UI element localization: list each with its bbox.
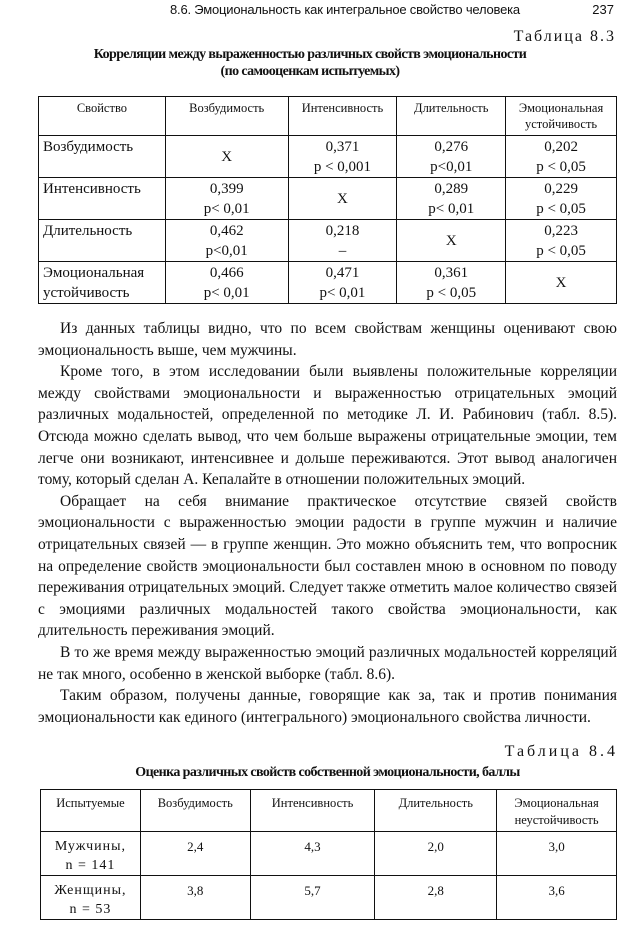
group-name: Женщины, <box>54 883 127 899</box>
row-header: Женщины, n = 53 <box>40 875 141 921</box>
table-cell: 0,471 p< 0,01 <box>287 261 398 304</box>
column-header: Эмоциональная устойчивость <box>505 96 617 136</box>
significance-value: p< 0,01 <box>203 201 250 217</box>
row-header: Возбудимость <box>38 135 166 178</box>
diagonal-mark: X <box>221 149 233 165</box>
table-row: Мужчины, n = 141 2,4 4,3 2,0 3,0 <box>40 831 617 877</box>
table-8-4-caption: Оценка различных свойств собственной эмо… <box>135 765 520 781</box>
table-cell: X <box>287 177 398 220</box>
table-cell: 0,462 p<0,01 <box>164 219 289 262</box>
table-8-3-label: Таблица 8.3 <box>513 28 616 45</box>
table-cell: 0,276 p<0,01 <box>396 135 507 178</box>
table-row: Интенсивность 0,399 p< 0,01 X 0,289 p< 0,01 0,… <box>38 177 617 220</box>
diagonal-mark: X <box>337 191 348 207</box>
table-cell: 3,8 <box>139 875 251 921</box>
significance-value: p< 0,01 <box>319 285 366 301</box>
table-8-3-caption-2: (по самооценкам испытуемых) <box>220 64 400 79</box>
table-header-row: Свойство Возбудимость Интенсивность Длит… <box>38 96 617 136</box>
significance-value: p < 0,05 <box>426 285 477 301</box>
table-cell: 4,3 <box>249 831 376 877</box>
diagonal-mark: X <box>445 233 457 249</box>
correlation-value: 0,462 <box>209 223 244 239</box>
table-cell: 0,361 p < 0,05 <box>396 261 507 304</box>
table-header-row: Испытуемые Возбудимость Интенсивность Дл… <box>40 789 617 833</box>
table-cell: 0,399 p< 0,01 <box>164 177 289 220</box>
table-cell: 3,6 <box>496 875 617 921</box>
paragraph: Обращает на себя внимание практическое о… <box>38 492 617 640</box>
running-header: 8.6. Эмоциональность как интегральное св… <box>0 2 620 20</box>
column-header: Интенсивность <box>287 96 398 136</box>
lower-section: Из данных таблицы видно, что по всем сво… <box>38 318 617 940</box>
correlation-value: 0,399 <box>209 181 244 197</box>
correlation-value: 0,471 <box>325 265 360 281</box>
running-title: 8.6. Эмоциональность как интегральное св… <box>170 2 520 17</box>
table-cell: 2,8 <box>374 875 498 921</box>
table-cell: X <box>164 135 289 178</box>
column-header: Длительность <box>396 96 507 136</box>
column-header: Свойство <box>38 96 166 136</box>
correlation-value: 0,202 <box>544 139 578 155</box>
table-cell: 5,7 <box>249 875 376 921</box>
table-cell: 3,0 <box>496 831 617 877</box>
correlation-value: 0,223 <box>544 223 578 239</box>
table-cell: X <box>505 261 617 304</box>
significance-value: p<0,01 <box>205 243 248 259</box>
significance-value: p< 0,01 <box>203 285 250 301</box>
group-name: Мужчины, <box>54 839 126 855</box>
significance-value: – <box>338 243 347 259</box>
column-header: Эмоциональная неустойчивость <box>496 789 617 833</box>
paragraph: В то же время между выраженностью эмоций… <box>38 643 617 683</box>
table-cell: 0,202 p < 0,05 <box>505 135 617 178</box>
table-cell: 0,229 p < 0,05 <box>505 177 617 220</box>
table-row: Эмоциональная устойчивость 0,466 p< 0,01 0,… <box>38 261 617 304</box>
table-row: Длительность 0,462 p<0,01 0,218 – X 0,223 p < 0… <box>38 219 617 262</box>
paragraph: Таким образом, получены данные, говорящи… <box>38 687 617 726</box>
row-header: Эмоциональная устойчивость <box>38 261 166 304</box>
correlation-value: 0,361 <box>434 265 469 281</box>
correlation-value: 0,289 <box>434 181 469 197</box>
correlation-table: Свойство Возбудимость Интенсивность Длит… <box>38 96 617 304</box>
column-header: Возбудимость <box>139 789 251 833</box>
correlation-value: 0,371 <box>325 139 360 155</box>
body-text: Из данных таблицы видно, что по всем сво… <box>38 318 617 728</box>
paragraph: Из данных таблицы видно, что по всем сво… <box>38 320 617 359</box>
table-cell: X <box>396 219 507 262</box>
significance-value: p < 0,001 <box>313 159 372 175</box>
table-8-4-label: Таблица 8.4 <box>504 743 618 761</box>
significance-value: p<0,01 <box>430 159 473 175</box>
table-cell: 2,4 <box>139 831 251 877</box>
correlation-value: 0,466 <box>209 265 244 281</box>
correlation-value: 0,276 <box>434 139 469 155</box>
significance-value: p < 0,05 <box>536 243 586 259</box>
row-header: Интенсивность <box>38 177 166 220</box>
row-header: Длительность <box>38 219 166 262</box>
group-size: n = 141 <box>65 858 116 874</box>
significance-value: p < 0,05 <box>536 159 586 175</box>
table-cell: 2,0 <box>374 831 498 877</box>
table-cell: 0,371 p < 0,001 <box>287 135 398 178</box>
column-header: Интенсивность <box>249 789 376 833</box>
page-number: 237 <box>592 2 614 17</box>
correlation-value: 0,229 <box>544 181 578 197</box>
table-cell: 0,218 – <box>287 219 398 262</box>
significance-value: p< 0,01 <box>428 201 475 217</box>
column-header: Возбудимость <box>164 96 289 136</box>
column-header: Длительность <box>374 789 498 833</box>
diagonal-mark: X <box>555 275 567 291</box>
table-row: Возбудимость X 0,371 p < 0,001 0,276 p<0,01 0,… <box>38 135 617 178</box>
table-cell: 0,466 p< 0,01 <box>164 261 289 304</box>
table-row: Женщины, n = 53 3,8 5,7 2,8 3,6 <box>40 875 617 921</box>
table-cell: 0,289 p< 0,01 <box>396 177 507 220</box>
group-size: n = 53 <box>69 902 112 918</box>
significance-value: p < 0,05 <box>536 201 586 217</box>
scores-table: Испытуемые Возбудимость Интенсивность Дл… <box>40 789 617 921</box>
row-header: Мужчины, n = 141 <box>40 831 141 877</box>
paragraph: Кроме того, в этом исследовании были выя… <box>38 363 617 489</box>
table-cell: 0,223 p < 0,05 <box>505 219 617 262</box>
column-header: Испытуемые <box>40 789 141 833</box>
table-8-3-caption-1: Корреляции между выраженностью различных… <box>93 47 527 62</box>
correlation-value: 0,218 <box>325 223 360 239</box>
